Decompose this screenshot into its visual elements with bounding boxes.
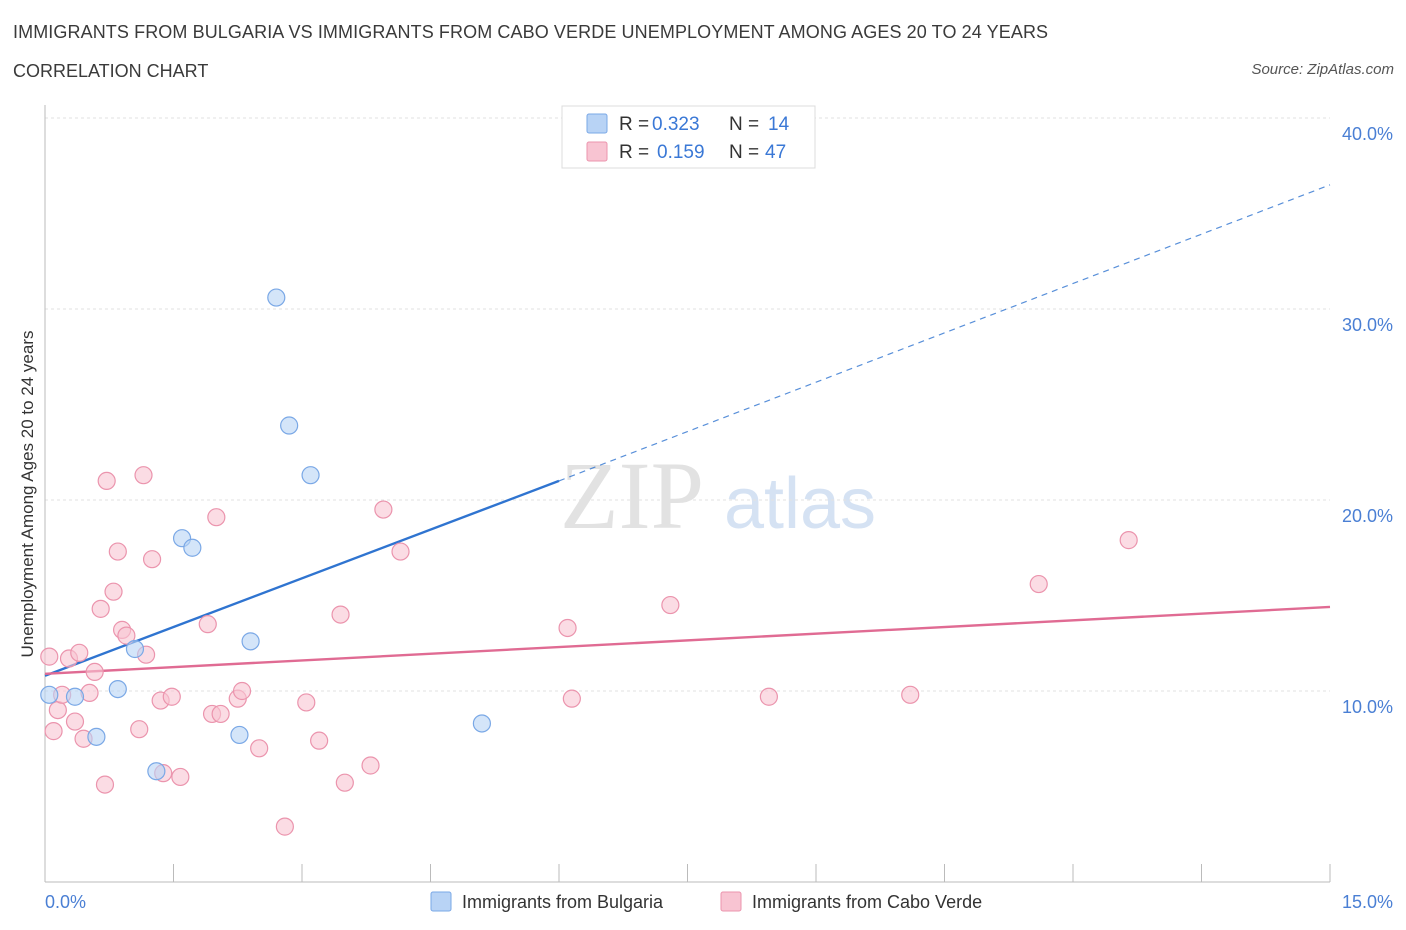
point-caboverde [44, 722, 63, 741]
point-bulgaria [108, 679, 127, 699]
point-caboverde [95, 775, 115, 794]
point-caboverde [171, 767, 190, 787]
y-tick-label: 30.0% [1342, 315, 1393, 335]
point-caboverde [901, 685, 920, 704]
point-caboverde [250, 739, 269, 758]
point-caboverde [70, 643, 89, 662]
point-caboverde [558, 618, 577, 638]
y-axis-label: Unemployment Among Ages 20 to 24 years [18, 331, 37, 658]
trend-line-caboverde [44, 605, 1331, 676]
y-tick-label: 20.0% [1342, 506, 1393, 526]
point-caboverde [65, 712, 85, 731]
point-caboverde [162, 687, 181, 706]
point-bulgaria [183, 538, 202, 557]
y-tick-label: 40.0% [1342, 124, 1393, 144]
legend-n-caboverde: 47 [765, 142, 786, 163]
trend-lines [44, 184, 1331, 677]
point-caboverde [297, 693, 316, 712]
legend-r-label: R = [619, 142, 649, 163]
bottom-legend-swatch-caboverde [720, 891, 742, 912]
point-caboverde [335, 773, 354, 792]
bottom-legend: Immigrants from Bulgaria Immigrants from… [430, 891, 982, 912]
point-caboverde [48, 700, 67, 720]
point-caboverde [562, 689, 581, 708]
point-caboverde [275, 817, 294, 836]
x-tick-label: 0.0% [45, 892, 86, 912]
point-caboverde [40, 647, 59, 666]
legend-r-bulgaria: 0.323 [652, 114, 700, 135]
point-bulgaria [147, 762, 166, 781]
point-caboverde [310, 731, 329, 750]
point-bulgaria [267, 288, 286, 307]
legend-swatch-caboverde [586, 141, 608, 162]
point-bulgaria [65, 687, 85, 706]
point-bulgaria [472, 714, 491, 733]
point-bulgaria [125, 639, 145, 659]
point-caboverde [117, 626, 136, 645]
chart-subtitle: CORRELATION CHART [13, 61, 209, 81]
legend-n-label: N = [729, 114, 759, 135]
legend-box: R = 0.323 N = 14 R = 0.159 N = 47 [561, 105, 816, 169]
bottom-legend-swatch-bulgaria [430, 891, 452, 912]
legend-swatch-bulgaria [586, 113, 608, 134]
point-caboverde [661, 595, 680, 615]
trend-line-bulgaria-extension [558, 184, 1331, 482]
axes [44, 105, 1331, 883]
point-caboverde [97, 471, 116, 490]
point-caboverde [211, 704, 230, 724]
point-caboverde [1029, 574, 1048, 594]
bottom-legend-label-bulgaria: Immigrants from Bulgaria [462, 892, 664, 912]
point-caboverde [391, 542, 410, 561]
point-caboverde [104, 582, 123, 601]
bottom-legend-label-caboverde: Immigrants from Cabo Verde [752, 892, 982, 912]
point-caboverde [331, 605, 350, 624]
legend-r-caboverde: 0.159 [657, 142, 705, 163]
point-bulgaria [87, 727, 106, 746]
point-caboverde [108, 542, 127, 561]
watermark-atlas: atlas [724, 464, 876, 544]
x-tick-label: 15.0% [1342, 892, 1393, 912]
point-caboverde [130, 720, 149, 739]
point-bulgaria [301, 466, 320, 485]
point-caboverde [759, 687, 778, 706]
data-points [40, 288, 1138, 836]
source-credit: Source: ZipAtlas.com [1251, 61, 1394, 78]
tick-labels: 10.0% 20.0% 30.0% 40.0% 0.0% 15.0% [45, 124, 1393, 912]
point-caboverde [142, 550, 162, 569]
legend-n-label: N = [729, 142, 759, 163]
point-caboverde [85, 662, 104, 682]
point-caboverde [91, 599, 110, 618]
y-tick-label: 10.0% [1342, 697, 1393, 717]
point-bulgaria [230, 725, 249, 745]
point-caboverde [134, 466, 153, 485]
point-bulgaria [280, 416, 299, 435]
point-bulgaria [241, 632, 260, 651]
grid-lines [45, 117, 1330, 692]
watermark-zip: ZIP [560, 442, 704, 549]
point-caboverde [207, 508, 226, 527]
point-caboverde [232, 681, 252, 701]
legend-r-label: R = [619, 114, 649, 135]
chart-title: IMMIGRANTS FROM BULGARIA VS IMMIGRANTS F… [13, 22, 1049, 42]
point-bulgaria [40, 685, 59, 704]
point-caboverde [1119, 531, 1138, 550]
point-caboverde [374, 500, 393, 519]
point-caboverde [361, 756, 380, 775]
point-caboverde [198, 615, 217, 634]
trend-line-bulgaria [44, 479, 560, 677]
legend-n-bulgaria: 14 [768, 114, 790, 135]
